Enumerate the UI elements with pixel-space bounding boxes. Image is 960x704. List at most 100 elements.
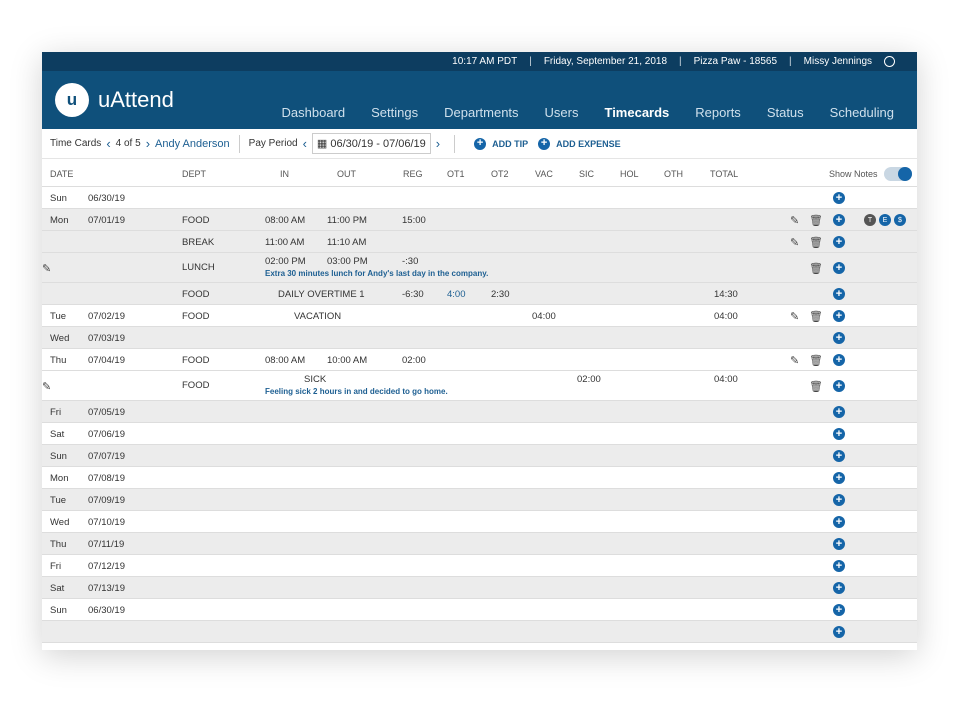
table-row: Wed 07/10/19 + [42,511,917,533]
cell-day: Sat [50,429,65,440]
table-row: Fri 07/05/19 + [42,401,917,423]
current-date: Friday, September 21, 2018 [543,56,668,67]
table-row: Tue 07/02/19 FOOD 04:00 04:00 VACATION ✎ 🗑 + [42,305,917,327]
add-entry-button[interactable]: + [833,472,845,484]
cell-dept: FOOD [182,380,210,391]
table-row: Sun 07/07/19 + [42,445,917,467]
add-entry-button[interactable]: + [833,406,845,418]
add-entry-button[interactable]: + [833,380,845,392]
add-entry-button[interactable]: + [833,354,845,366]
cell-reg: 15:00 [402,215,426,226]
cell-day: Thu [50,539,67,550]
add-entry-button[interactable]: + [833,582,845,594]
cell-date: 07/04/19 [88,355,125,366]
trash-icon[interactable]: 🗑 [809,263,823,275]
table-row: Tue 07/09/19 + [42,489,917,511]
add-entry-button[interactable]: + [833,288,845,300]
cell-day: Wed [50,517,70,528]
cell-date: 07/06/19 [88,429,125,440]
table-row: Wed 07/03/19 + [42,327,917,349]
cell-total: 04:00 [714,374,738,385]
cell-reg: -:30 [402,256,419,267]
user-name[interactable]: Missy Jennings [803,56,872,67]
trash-icon[interactable]: 🗑 [809,381,823,393]
add-entry-button[interactable]: + [833,262,845,274]
cell-ot1: 4:00 [447,289,466,300]
next-period-button[interactable]: › [435,136,441,151]
trash-icon[interactable]: 🗑 [809,215,823,227]
table-row: FOOD 02:00 04:00 SICK Feeling sick 2 hours i… [42,371,917,401]
trash-icon[interactable]: 🗑 [809,355,823,367]
nav-dashboard[interactable]: Dashboard [281,105,346,120]
cell-in: 08:00 AM [265,215,306,226]
table-row: Fri 07/12/19 + [42,555,917,577]
badge-dollar-icon[interactable]: $ [894,214,906,226]
add-entry-button[interactable]: + [833,236,845,248]
cell-out: 10:00 AM [327,355,368,366]
cell-day: Sat [50,583,65,594]
add-expense-button[interactable]: + ADD EXPENSE [538,137,621,150]
table-row: Sat 07/06/19 + [42,423,917,445]
trash-icon[interactable]: 🗑 [809,237,823,249]
employee-name[interactable]: Andy Anderson [155,137,230,150]
badge-expense-icon[interactable]: E [879,214,891,226]
add-entry-button[interactable]: + [833,604,845,616]
user-circle-icon[interactable] [884,56,895,67]
nav-scheduling[interactable]: Scheduling [829,105,894,120]
add-tip-button[interactable]: + ADD TIP [474,137,529,150]
col-dept: DEPT [182,169,207,179]
show-notes-toggle[interactable] [884,167,912,181]
add-entry-button[interactable]: + [833,428,845,440]
nav-reports[interactable]: Reports [695,105,741,120]
nav-departments[interactable]: Departments [444,105,519,120]
logo[interactable]: u uAttend [55,83,174,117]
calendar-icon: ▦ [316,138,331,150]
pay-period-label: Pay Period [248,138,298,149]
nav-status[interactable]: Status [766,105,804,120]
trash-icon[interactable]: 🗑 [809,311,823,323]
cell-type: SICK [304,374,327,385]
cell-day: Sun [50,605,67,616]
col-date: DATE [50,169,74,179]
col-hol: HOL [620,169,639,179]
edit-icon[interactable]: ✎ [790,311,800,323]
divider [238,134,240,153]
table-row: Sun 06/30/19 + [42,599,917,621]
nav-timecards[interactable]: Timecards [604,105,670,120]
location[interactable]: Pizza Paw - 18565 [693,56,778,67]
add-entry-button[interactable]: + [833,538,845,550]
edit-icon[interactable]: ✎ [42,381,52,393]
cell-date: 07/12/19 [88,561,125,572]
cell-type: VACATION [294,311,342,322]
add-entry-button[interactable]: + [833,626,845,638]
badge-tip-icon[interactable]: T [864,214,876,226]
edit-icon[interactable]: ✎ [790,215,800,227]
add-entry-button[interactable]: + [833,494,845,506]
edit-icon[interactable]: ✎ [42,263,52,275]
cell-date: 07/05/19 [88,407,125,418]
add-entry-button[interactable]: + [833,560,845,572]
header: u uAttend Dashboard Settings Departments Use… [42,71,917,129]
add-tip-label: ADD TIP [492,138,529,149]
cell-out: 11:00 PM [327,215,367,226]
prev-period-button[interactable]: ‹ [302,136,307,151]
add-entry-button[interactable]: + [833,450,845,462]
next-employee-button[interactable]: › [145,136,151,151]
add-entry-button[interactable]: + [833,214,845,226]
add-entry-button[interactable]: + [833,310,845,322]
cell-day: Sun [50,451,67,462]
timecard-toolbar: Time Cards ‹ 4 of 5 › Andy Anderson Pay … [42,129,917,159]
edit-icon[interactable]: ✎ [790,237,800,249]
cell-date: 07/08/19 [88,473,125,484]
cell-total: 14:30 [714,289,738,300]
pay-period-picker[interactable]: ▦ 06/30/19 - 07/06/19 [311,133,431,154]
add-entry-button[interactable]: + [833,516,845,528]
edit-icon[interactable]: ✎ [790,355,800,367]
prev-employee-button[interactable]: ‹ [106,136,111,151]
cell-total: 04:00 [714,311,738,322]
add-entry-button[interactable]: + [833,192,845,204]
add-entry-button[interactable]: + [833,332,845,344]
nav-settings[interactable]: Settings [371,105,419,120]
nav-users[interactable]: Users [544,105,579,120]
cell-dept: LUNCH [182,262,215,273]
